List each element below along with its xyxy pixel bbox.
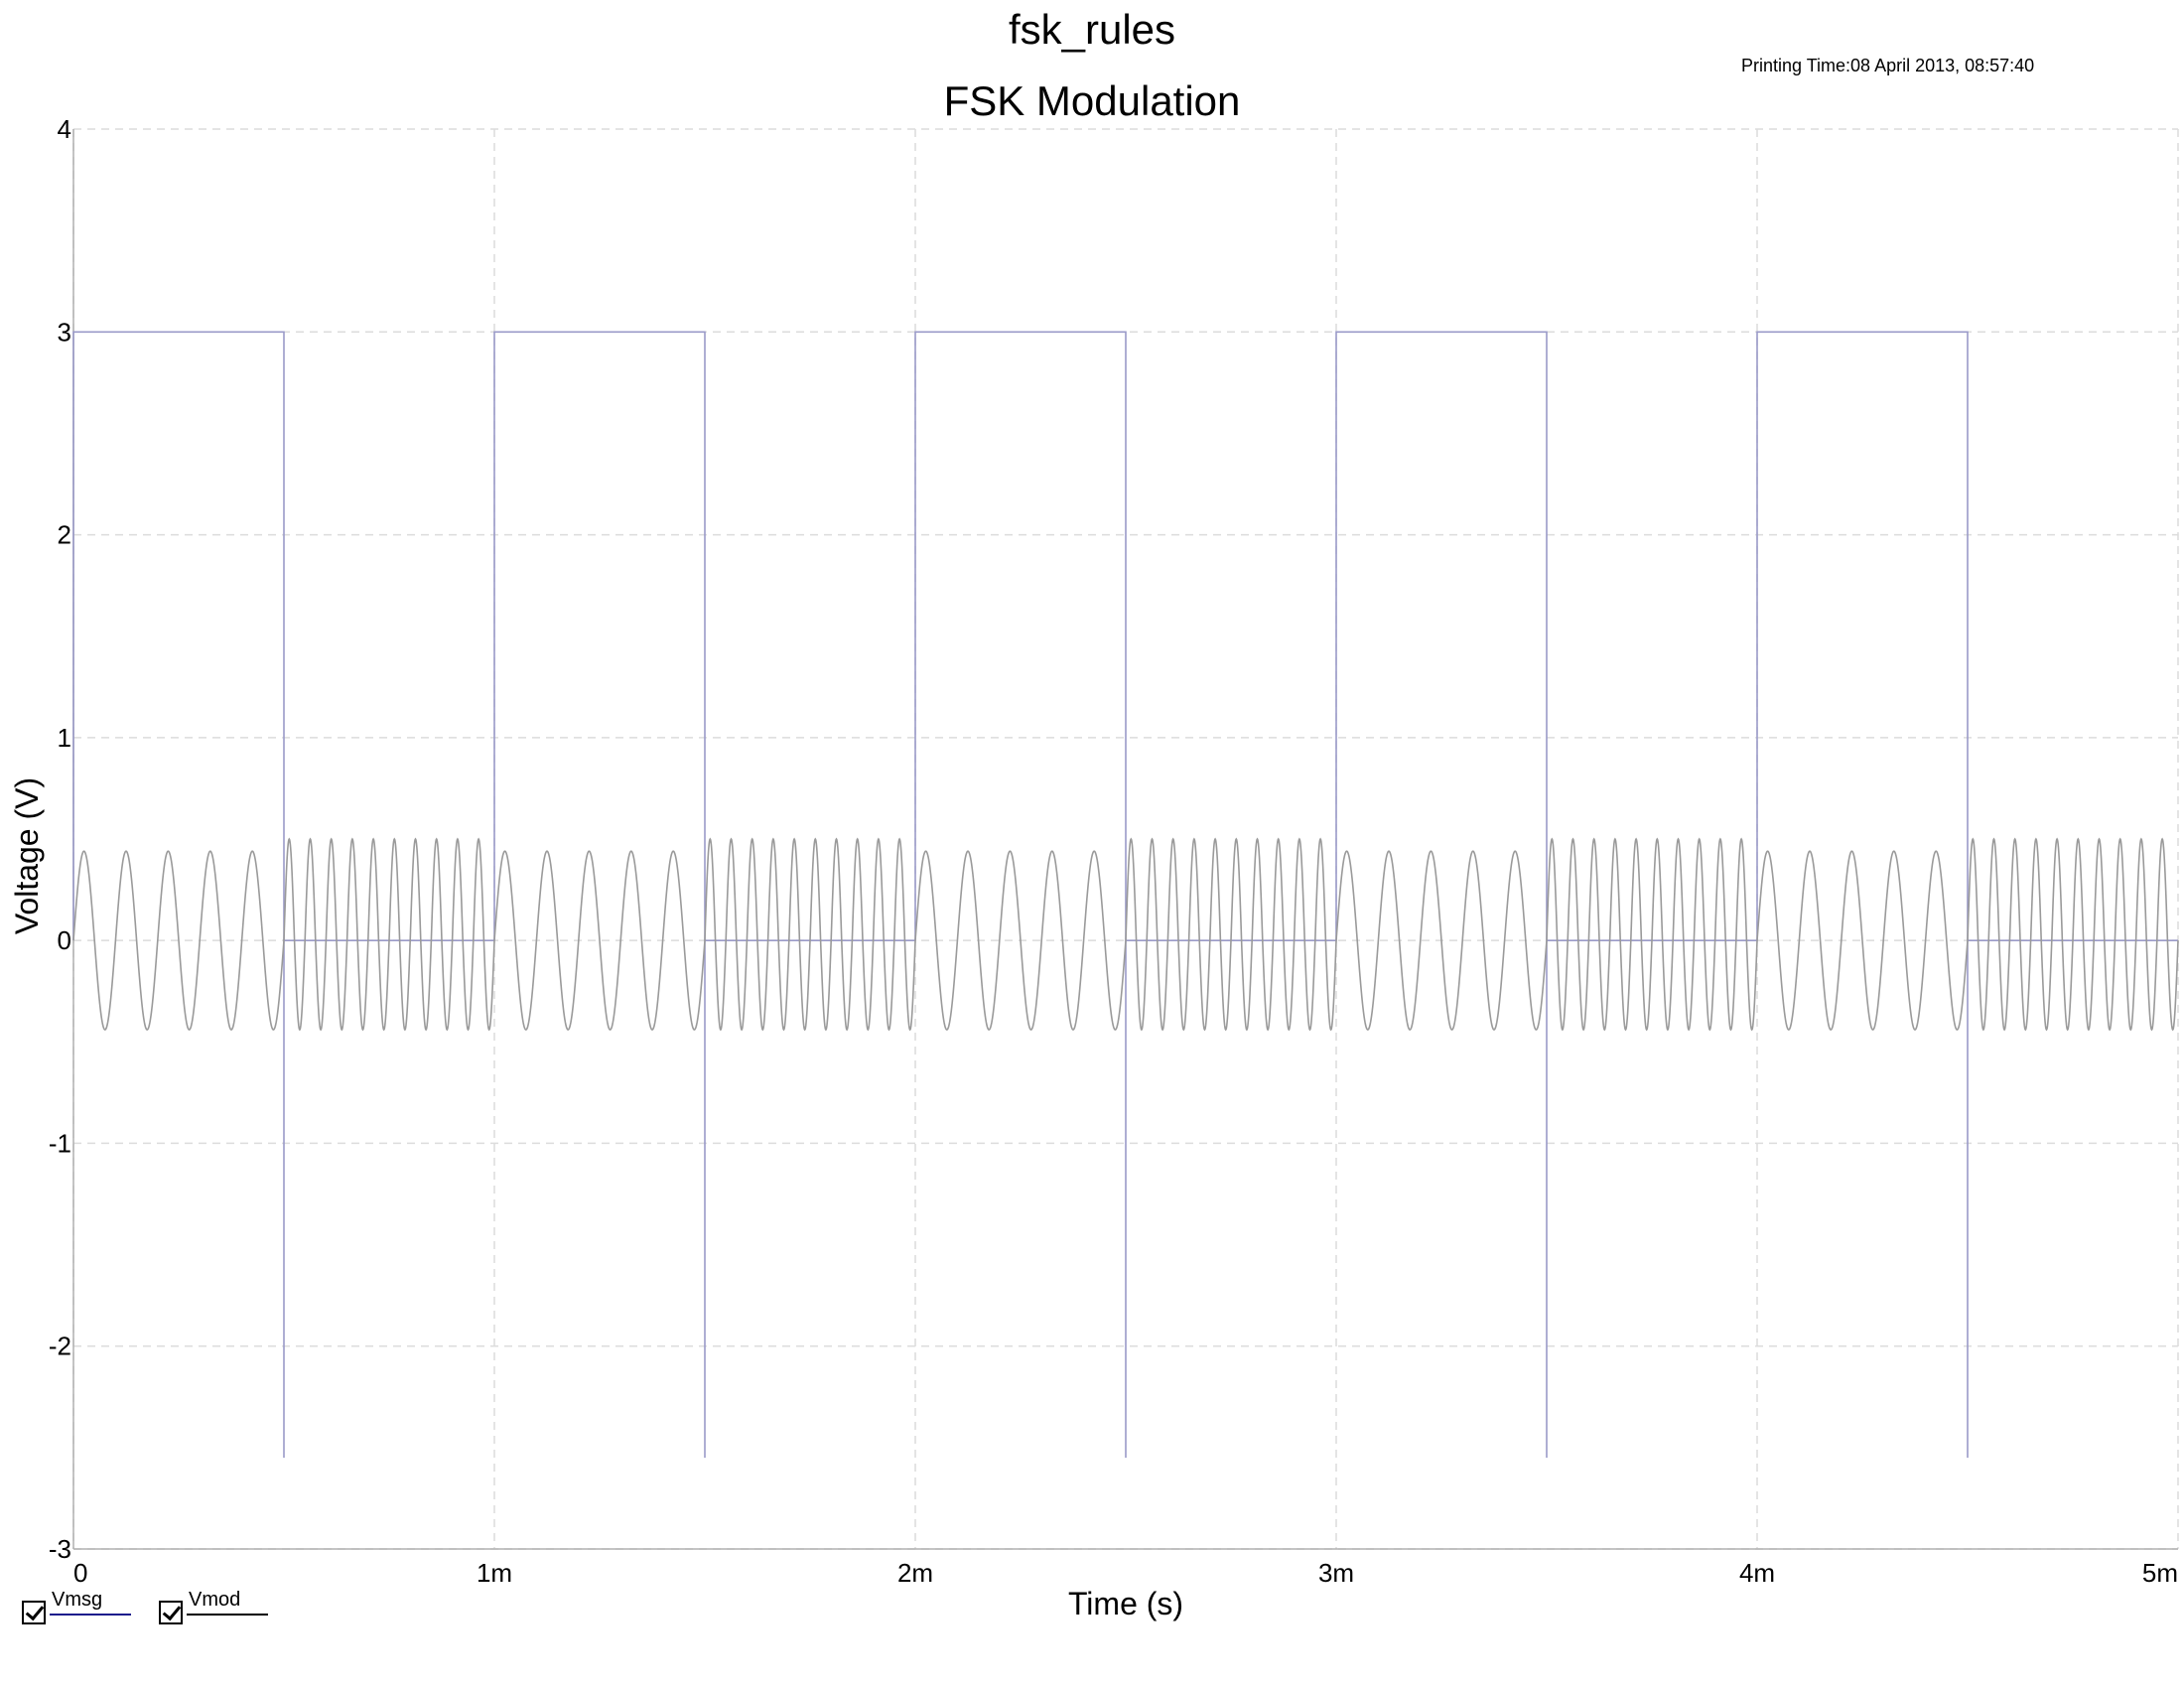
- legend-item-vmsg[interactable]: Vmsg: [22, 1589, 131, 1624]
- legend-item-vmod[interactable]: Vmod: [159, 1589, 268, 1624]
- y-tick-label: 1: [58, 723, 71, 753]
- x-tick-label: 5m: [2142, 1558, 2178, 1588]
- vmsg-checkbox[interactable]: [22, 1601, 46, 1624]
- y-tick-label: 4: [58, 114, 71, 144]
- y-tick-label: -3: [49, 1534, 71, 1564]
- x-tick-label: 2m: [897, 1558, 933, 1588]
- y-axis-label: Voltage (V): [9, 777, 45, 934]
- y-tick-label: 2: [58, 520, 71, 550]
- series-vmsg: [72, 331, 2178, 1459]
- x-tick-label: 0: [73, 1558, 87, 1588]
- printing-time: Printing Time:08 April 2013, 08:57:40: [1741, 56, 2035, 75]
- tick-layer: 0 1m 2m 3m 4m 5m -3 -2 -1 0 1 2 3 4: [49, 114, 2178, 1588]
- chart-title: FSK Modulation: [943, 77, 1241, 124]
- y-tick-label: -2: [49, 1332, 71, 1361]
- x-tick-label: 3m: [1318, 1558, 1354, 1588]
- y-tick-label: 0: [58, 925, 71, 955]
- y-tick-label: 3: [58, 317, 71, 347]
- series-layer: [72, 331, 2179, 1459]
- x-tick-label: 4m: [1739, 1558, 1775, 1588]
- legend-label-vmod: Vmod: [187, 1589, 268, 1616]
- document-title: fsk_rules: [1008, 6, 1176, 53]
- x-axis-label: Time (s): [1068, 1586, 1183, 1621]
- series-vmod: [72, 837, 2179, 1032]
- vmod-checkbox[interactable]: [159, 1601, 183, 1624]
- legend: Vmsg Vmod: [22, 1589, 268, 1624]
- x-tick-label: 1m: [477, 1558, 512, 1588]
- legend-label-vmsg: Vmsg: [50, 1589, 131, 1616]
- y-tick-label: -1: [49, 1128, 71, 1158]
